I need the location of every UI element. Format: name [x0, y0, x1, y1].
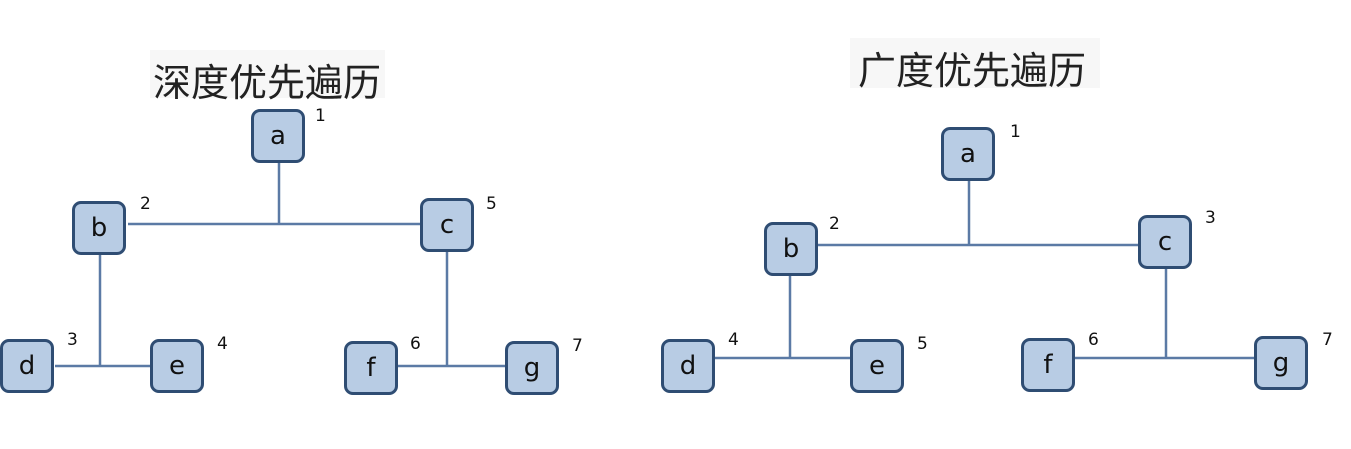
dfs-node-c: c	[420, 198, 474, 252]
bfs-order-e: 5	[917, 334, 928, 354]
dfs-node-d: d	[0, 339, 54, 393]
bfs-node-f: f	[1021, 338, 1075, 392]
bfs-node-g: g	[1254, 336, 1308, 390]
dfs-order-d: 3	[67, 330, 78, 350]
bfs-order-c: 3	[1205, 208, 1216, 228]
dfs-node-b: b	[72, 201, 126, 255]
bfs-order-b: 2	[829, 214, 840, 234]
dfs-node-f: f	[344, 341, 398, 395]
dfs-order-a: 1	[315, 106, 326, 126]
dfs-order-b: 2	[140, 194, 151, 214]
bfs-node-c: c	[1138, 215, 1192, 269]
bfs-order-g: 7	[1322, 330, 1333, 350]
dfs-order-e: 4	[217, 334, 228, 354]
bfs-title: 广度优先遍历	[858, 49, 1087, 93]
bfs-node-a: a	[941, 127, 995, 181]
dfs-title-panel	[150, 50, 385, 98]
dfs-node-a: a	[251, 109, 305, 163]
bfs-order-a: 1	[1010, 122, 1021, 142]
bfs-order-f: 6	[1088, 330, 1099, 350]
bfs-order-d: 4	[728, 330, 739, 350]
bfs-title-panel	[850, 38, 1100, 88]
dfs-order-c: 5	[486, 194, 497, 214]
dfs-title: 深度优先遍历	[153, 61, 382, 105]
bfs-node-b: b	[764, 222, 818, 276]
bfs-node-d: d	[661, 339, 715, 393]
dfs-node-g: g	[505, 341, 559, 395]
dfs-order-f: 6	[410, 334, 421, 354]
dfs-order-g: 7	[572, 336, 583, 356]
dfs-node-e: e	[150, 339, 204, 393]
bfs-node-e: e	[850, 339, 904, 393]
